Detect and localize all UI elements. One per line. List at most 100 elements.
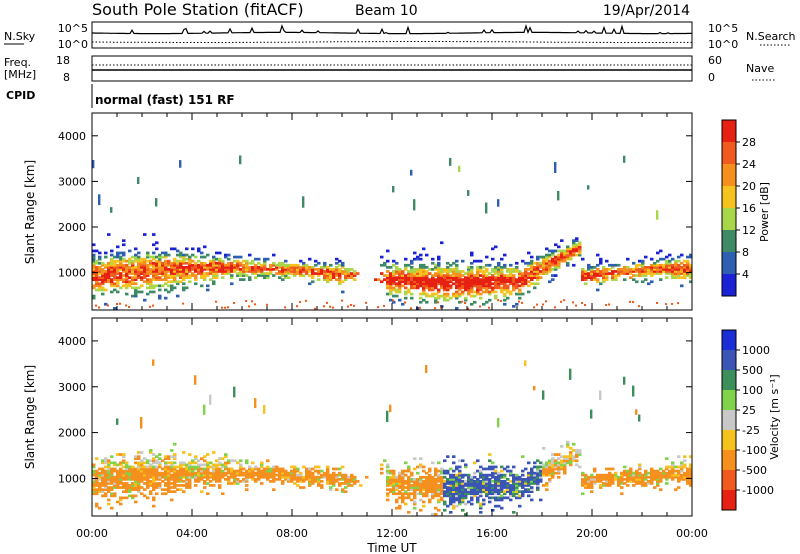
echo-cell <box>488 480 492 483</box>
echo-cell <box>281 469 285 473</box>
echo-cell <box>443 278 447 281</box>
echo-cell <box>422 469 426 473</box>
echo-cell <box>659 473 663 477</box>
echo-cell <box>212 263 216 267</box>
echo-cell <box>602 484 606 487</box>
echo-cell <box>428 288 432 292</box>
echo-cell <box>563 461 567 465</box>
colorbar-segment <box>722 186 736 209</box>
echo-cell <box>119 263 123 267</box>
echo-cell <box>158 270 162 273</box>
echo-cell <box>503 492 507 496</box>
echo-cell <box>224 272 228 275</box>
echo-cell <box>128 257 132 261</box>
echo-cell <box>194 461 198 465</box>
echo-cell <box>191 274 195 277</box>
echo-cell <box>98 475 102 479</box>
echo-cell <box>167 482 171 485</box>
echo-cell <box>458 500 462 504</box>
echo-cell <box>116 284 120 288</box>
echo-cell <box>599 272 603 275</box>
echo-cell <box>464 284 468 288</box>
echo-cell <box>227 461 231 465</box>
echo-cell <box>419 490 423 493</box>
echo-cell <box>662 475 666 479</box>
echo-cell <box>398 268 402 271</box>
echo-cell <box>419 282 423 286</box>
echo-cell <box>314 268 318 271</box>
echo-cell <box>347 482 351 485</box>
echo-cell <box>197 473 201 477</box>
echo-cell <box>191 465 195 469</box>
echo-cell <box>101 292 105 296</box>
echo-cell <box>281 268 285 271</box>
echo-cell <box>656 471 660 475</box>
echo-cell <box>488 496 492 500</box>
echo-cell <box>176 478 180 481</box>
echo-cell <box>290 475 294 479</box>
echo-cell <box>395 480 399 483</box>
echo-cell <box>551 251 555 255</box>
echo-cell <box>179 251 183 255</box>
echo-cell <box>98 282 102 286</box>
echo-cell <box>392 473 396 477</box>
echo-cell <box>671 272 675 275</box>
echo-cell <box>497 484 501 487</box>
echo-cell <box>422 480 426 483</box>
echo-cell <box>218 480 222 483</box>
echo-cell <box>236 268 240 271</box>
echo-cell <box>680 469 684 473</box>
echo-cell <box>629 276 633 279</box>
echo-cell <box>473 484 477 487</box>
echo-cell <box>131 280 135 284</box>
echo-cell <box>446 286 450 290</box>
echo-cell <box>527 478 531 481</box>
echo-cell <box>119 463 123 467</box>
echo-cell <box>578 253 582 257</box>
echo-cell <box>452 278 456 281</box>
echo-cell <box>506 465 510 469</box>
echo-cell <box>467 307 470 310</box>
echo-cell <box>155 266 159 269</box>
echo-cell <box>383 263 387 267</box>
echo-cell <box>551 473 555 477</box>
echo-cell <box>419 268 423 271</box>
echo-cell <box>512 284 516 288</box>
echo-cell <box>338 268 342 271</box>
echo-cell <box>545 467 549 471</box>
echo-cell <box>335 480 339 483</box>
echo-cell <box>425 253 429 257</box>
echo-cell <box>272 488 276 491</box>
echo-cell <box>488 276 492 279</box>
echo-cell <box>512 473 516 477</box>
echo-cell <box>482 286 486 290</box>
echo-cell <box>353 480 357 483</box>
echo-cell <box>110 469 114 473</box>
colorbar-segment <box>722 430 736 451</box>
echo-cell <box>431 286 435 290</box>
echo-cell <box>119 266 123 269</box>
echo-cell <box>122 461 126 465</box>
echo-cell <box>605 467 609 471</box>
echo-cell <box>452 498 456 502</box>
echo-cell <box>98 194 101 206</box>
echo-cell <box>449 475 453 479</box>
echo-cell <box>515 484 519 487</box>
echo-cell <box>488 280 492 284</box>
echo-cell <box>584 274 588 277</box>
echo-cell <box>620 478 624 481</box>
echo-cell <box>461 508 465 512</box>
echo-cell <box>116 484 120 487</box>
echo-cell <box>176 263 180 267</box>
echo-cell <box>641 280 645 284</box>
echo-cell <box>452 282 456 286</box>
echo-cell <box>254 467 258 471</box>
echo-cell <box>431 513 435 516</box>
echo-cell <box>251 268 255 271</box>
echo-cell <box>176 249 180 253</box>
echo-cell <box>638 272 642 275</box>
echo-cell <box>650 480 654 483</box>
echo-cell <box>137 257 141 261</box>
echo-cell <box>344 475 348 479</box>
echo-cell <box>194 457 198 460</box>
